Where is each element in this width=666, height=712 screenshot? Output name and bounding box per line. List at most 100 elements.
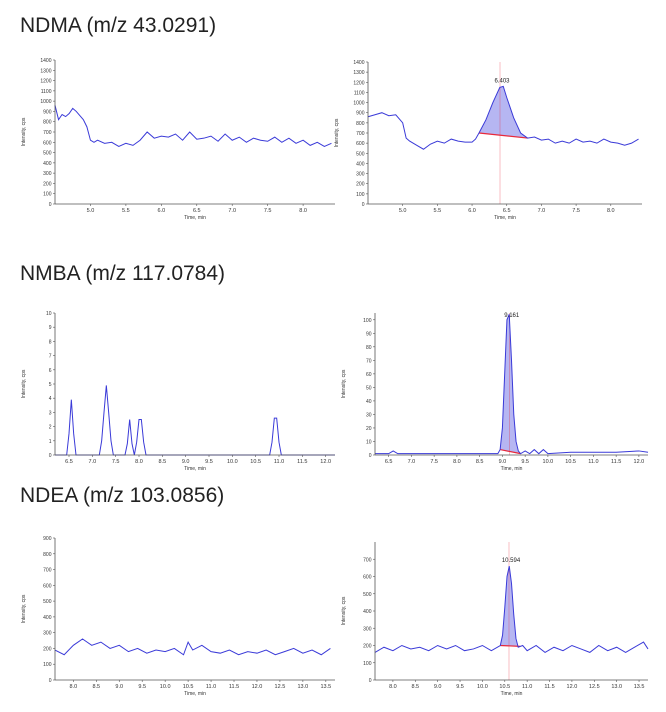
row-title-ndea: NDEA (m/z 103.0856): [20, 484, 225, 507]
x-tick-label: 10.0: [160, 684, 171, 690]
y-tick-label: 200: [43, 646, 52, 652]
y-tick-label: 900: [43, 109, 52, 115]
y-tick-label: 800: [356, 121, 365, 127]
x-tick-label: 13.0: [611, 684, 622, 690]
x-axis-label: Time, min: [494, 215, 516, 221]
y-tick-label: 30: [366, 412, 372, 418]
x-tick-label: 8.5: [92, 684, 100, 690]
trace-line: [54, 638, 331, 656]
y-tick-label: 20: [366, 426, 372, 432]
x-tick-label: 10.0: [543, 459, 554, 465]
x-tick-label: 9.5: [521, 459, 529, 465]
y-tick-label: 400: [356, 161, 365, 167]
x-tick-label: 10.0: [477, 684, 488, 690]
trace-line: [367, 85, 639, 150]
x-tick-label: 12.0: [320, 459, 331, 465]
x-tick-label: 8.5: [159, 459, 167, 465]
y-tick-label: 400: [363, 609, 372, 615]
x-axis-label: Time, min: [501, 691, 523, 697]
x-tick-label: 8.0: [70, 684, 78, 690]
y-tick-label: 5: [49, 382, 52, 388]
x-tick-label: 8.5: [411, 684, 419, 690]
x-tick-label: 10.5: [565, 459, 576, 465]
peak-area: [478, 86, 528, 139]
y-tick-label: 100: [43, 662, 52, 668]
y-tick-label: 1400: [353, 60, 364, 66]
y-tick-label: 100: [356, 192, 365, 198]
x-tick-label: 6.5: [65, 459, 73, 465]
y-tick-label: 9: [49, 325, 52, 331]
y-tick-label: 90: [366, 331, 372, 337]
x-tick-label: 12.0: [567, 684, 578, 690]
y-tick-label: 300: [363, 626, 372, 632]
x-axis-label: Time, min: [184, 691, 206, 697]
x-tick-label: 10.5: [183, 684, 194, 690]
x-tick-label: 9.0: [182, 459, 190, 465]
y-tick-label: 4: [49, 396, 52, 402]
x-tick-label: 12.0: [252, 684, 263, 690]
x-tick-label: 11.5: [229, 684, 239, 690]
y-tick-label: 80: [366, 345, 372, 351]
x-tick-label: 7.0: [538, 208, 546, 214]
x-tick-label: 9.5: [205, 459, 213, 465]
y-tick-label: 600: [43, 140, 52, 146]
y-axis-label: Intensity, cps: [341, 369, 347, 398]
trace-line: [374, 566, 649, 654]
x-axis-label: Time, min: [184, 215, 206, 221]
x-tick-label: 9.0: [434, 684, 442, 690]
y-tick-label: 1400: [40, 58, 51, 64]
y-tick-label: 400: [43, 615, 52, 621]
y-tick-label: 500: [43, 599, 52, 605]
x-tick-label: 5.5: [122, 208, 130, 214]
x-tick-label: 12.0: [634, 459, 645, 465]
x-tick-label: 10.5: [250, 459, 261, 465]
y-tick-label: 600: [356, 141, 365, 147]
y-tick-label: 200: [43, 181, 52, 187]
x-tick-label: 9.0: [499, 459, 507, 465]
y-tick-label: 300: [43, 171, 52, 177]
y-tick-label: 100: [363, 318, 372, 324]
y-tick-label: 0: [49, 202, 52, 208]
y-tick-label: 600: [43, 583, 52, 589]
y-tick-label: 0: [369, 453, 372, 459]
x-tick-label: 7.5: [264, 208, 272, 214]
y-tick-label: 800: [43, 552, 52, 558]
y-tick-label: 700: [43, 130, 52, 136]
y-tick-label: 200: [356, 182, 365, 188]
y-axis-label: Intensity, cps: [21, 594, 27, 623]
y-tick-label: 0: [49, 678, 52, 684]
y-axis-label: Intensity, cps: [21, 369, 27, 398]
y-tick-label: 0: [49, 453, 52, 459]
y-axis-label: Intensity, cps: [334, 118, 340, 147]
y-tick-label: 1: [49, 439, 52, 445]
y-tick-label: 1100: [354, 90, 365, 96]
trace-line: [375, 314, 649, 455]
y-tick-label: 50: [366, 385, 372, 391]
x-tick-label: 10.0: [227, 459, 238, 465]
x-tick-label: 6.5: [503, 208, 511, 214]
x-tick-label: 9.5: [138, 684, 146, 690]
y-tick-label: 70: [366, 358, 372, 364]
x-tick-label: 8.0: [299, 208, 307, 214]
y-tick-label: 1100: [41, 89, 52, 95]
y-tick-label: 1000: [40, 99, 51, 105]
y-tick-label: 10: [366, 439, 372, 445]
x-tick-label: 5.5: [434, 208, 442, 214]
x-tick-label: 13.5: [634, 684, 645, 690]
peak-baseline: [500, 449, 521, 455]
y-tick-label: 3: [49, 410, 52, 416]
x-tick-label: 8.0: [607, 208, 615, 214]
row-title-nmba: NMBA (m/z 117.0784): [20, 262, 226, 285]
y-tick-label: 2: [49, 425, 52, 431]
y-tick-label: 1000: [353, 101, 364, 107]
y-tick-label: 1200: [353, 80, 364, 86]
x-tick-label: 6.0: [468, 208, 476, 214]
x-tick-label: 8.0: [389, 684, 397, 690]
y-tick-label: 0: [369, 678, 372, 684]
y-tick-label: 500: [43, 151, 52, 157]
x-tick-label: 8.0: [135, 459, 143, 465]
